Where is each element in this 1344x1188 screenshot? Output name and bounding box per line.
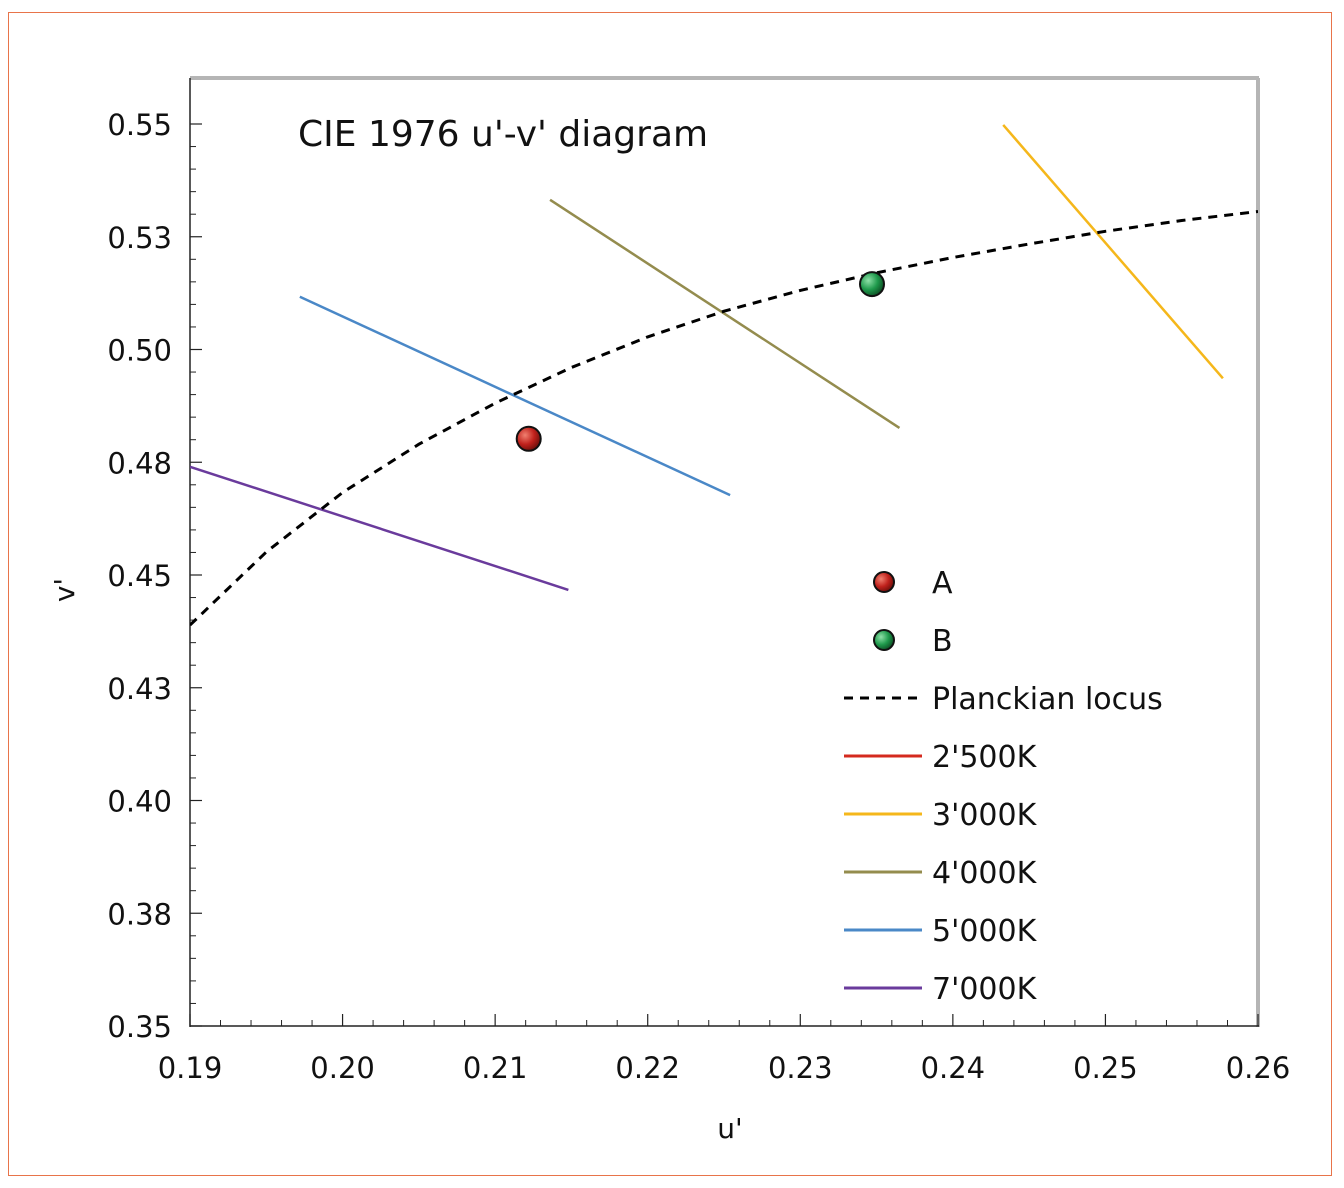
legend-marker-b: [873, 629, 895, 651]
isotherm-line-3000k: [1002, 124, 1224, 380]
planckian-locus-line: [190, 210, 1258, 627]
legend-label-3000k: 3'000K: [932, 798, 1038, 833]
chart-title: CIE 1976 u'-v' diagram: [298, 114, 708, 155]
x-tick-label: 0.24: [921, 1051, 986, 1085]
plot-area: [190, 78, 1258, 1026]
y-tick-label: 0.40: [107, 785, 172, 819]
legend-marker-a: [873, 571, 895, 593]
x-tick-label: 0.23: [768, 1051, 833, 1085]
legend-label-a: A: [932, 566, 953, 601]
x-tick-label: 0.21: [463, 1051, 528, 1085]
legend-label-2500k: 2'500K: [932, 740, 1038, 775]
x-tick-label: 0.22: [615, 1051, 680, 1085]
y-tick-label: 0.38: [107, 897, 172, 931]
isotherm-line-7000k: [190, 465, 569, 592]
legend-label-planckian: Planckian locus: [932, 682, 1163, 717]
y-tick-label: 0.35: [107, 1010, 172, 1044]
data-point-b: [858, 271, 885, 298]
x-tick-label: 0.19: [158, 1051, 223, 1085]
y-tick-label: 0.48: [107, 446, 172, 480]
data-point-a: [515, 425, 542, 452]
y-tick-label: 0.45: [107, 559, 172, 593]
x-axis-label: u': [717, 1112, 742, 1145]
x-tick-labels: 0.19 0.20 0.21 0.22 0.23 0.24 0.25 0.26: [158, 1051, 1291, 1085]
points-layer: [515, 271, 885, 452]
isotherm-line-4000k: [549, 198, 901, 430]
x-tick-label: 0.25: [1073, 1051, 1138, 1085]
y-axis-label: v': [48, 578, 81, 602]
y-tick-label: 0.43: [107, 672, 172, 706]
legend-label-4000k: 4'000K: [932, 856, 1038, 891]
x-tick-label: 0.26: [1226, 1051, 1291, 1085]
legend-label-b: B: [932, 624, 953, 659]
series-layer: [190, 124, 1258, 627]
legend: AB Planckian locus 2'500K 3'000K 4'000K 5'000…: [844, 566, 1163, 1007]
x-tick-label: 0.20: [310, 1051, 375, 1085]
y-tick-labels: 0.35 0.38 0.40 0.43 0.45 0.48 0.50 0.53 0.55: [107, 108, 172, 1044]
legend-label-7000k: 7'000K: [932, 972, 1038, 1007]
isotherm-line-5000k: [299, 295, 731, 497]
y-tick-label: 0.50: [107, 334, 172, 368]
legend-label-5000k: 5'000K: [932, 914, 1038, 949]
y-tick-label: 0.53: [107, 221, 172, 255]
figure-frame: [8, 12, 1332, 1176]
y-tick-label: 0.55: [107, 108, 172, 142]
